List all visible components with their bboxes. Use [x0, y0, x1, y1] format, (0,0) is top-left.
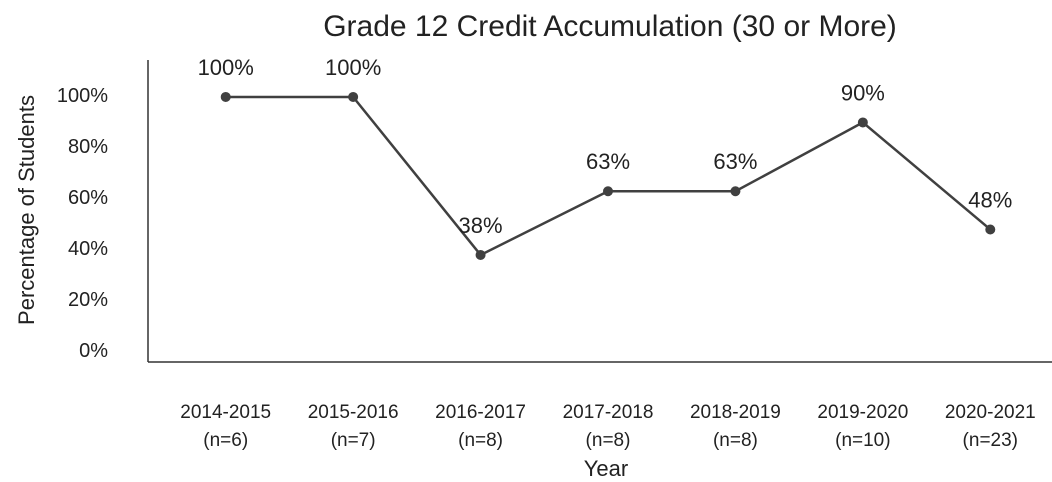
data-line: [225, 95, 992, 257]
x-tick-label: 2015-2016: [308, 402, 399, 423]
data-point: [857, 117, 868, 128]
chart-title: Grade 12 Credit Accumulation (30 or More…: [323, 10, 897, 43]
data-point: [603, 186, 613, 197]
y-tick-label: 100%: [57, 85, 108, 107]
data-point: [348, 91, 359, 102]
x-tick-label: (n=7): [331, 430, 376, 451]
y-tick-label: 20%: [68, 289, 108, 311]
x-tick-label: 2020-2021: [945, 402, 1036, 423]
y-tick-label: 0%: [79, 340, 108, 362]
data-label: 48%: [968, 187, 1012, 212]
x-tick-label: 2017-2018: [563, 402, 654, 423]
y-tick-label: 60%: [68, 187, 108, 209]
data-point: [220, 91, 231, 102]
x-tick-label: (n=8): [713, 430, 758, 451]
x-tick-label: 2014-2015: [180, 402, 271, 423]
data-label: 63%: [713, 149, 757, 174]
y-axis-title: Percentage of Students: [14, 95, 39, 325]
data-label: 100%: [325, 55, 381, 80]
data-point: [985, 224, 996, 235]
x-tick-label: 2019-2020: [817, 402, 908, 423]
data-label: 100%: [198, 55, 254, 80]
data-point: [730, 186, 741, 197]
data-label: 63%: [586, 149, 630, 174]
data-label: 90%: [841, 80, 885, 105]
data-point: [475, 249, 486, 260]
x-axis-title: Year: [584, 456, 628, 481]
x-tick-label: 2016-2017: [435, 402, 526, 423]
x-tick-label: (n=6): [203, 430, 248, 451]
y-tick-label: 40%: [68, 238, 108, 260]
x-tick-label: (n=10): [835, 430, 890, 451]
x-tick-label: (n=8): [458, 430, 503, 451]
x-tick-label: 2018-2019: [690, 402, 781, 423]
data-label: 38%: [459, 213, 503, 238]
x-tick-label: (n=23): [963, 430, 1018, 451]
y-tick-label: 80%: [68, 136, 108, 158]
x-tick-label: (n=8): [586, 430, 631, 451]
